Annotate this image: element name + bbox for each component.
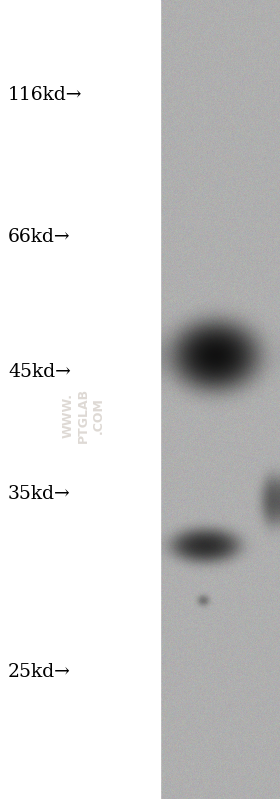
Text: 66kd→: 66kd→ [8,228,71,246]
Bar [0,0,160,799]
Text: 25kd→: 25kd→ [8,663,71,681]
Text: 35kd→: 35kd→ [8,485,71,503]
Text: 45kd→: 45kd→ [8,363,71,381]
Text: 116kd→: 116kd→ [8,86,83,104]
Text: WWW.
PTGLAB
.COM: WWW. PTGLAB .COM [62,388,105,443]
